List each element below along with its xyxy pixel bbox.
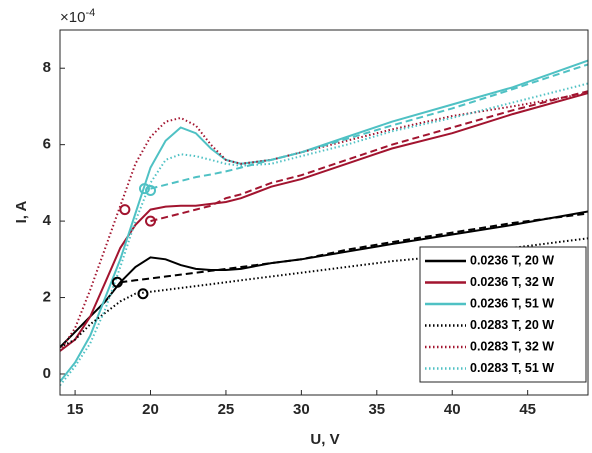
y-tick-label: 6: [43, 136, 51, 153]
plot-frame: [59, 29, 589, 396]
x-tick-label: 15: [67, 401, 84, 418]
y-tick-label: 8: [43, 59, 51, 76]
x-tick-label: 25: [218, 401, 235, 418]
y-tick-label: 4: [43, 212, 52, 229]
marker: [111, 276, 123, 288]
series-line: [60, 92, 588, 352]
legend-box: [419, 246, 587, 383]
legend-label: 0.0236 T, 51 W: [470, 296, 554, 310]
x-tick-label: 30: [293, 401, 310, 418]
series-line: [60, 59, 588, 383]
y-tick-label: 0: [43, 365, 51, 382]
y-axis-label: I, A: [13, 200, 30, 223]
y-multiplier-exponent: -4: [85, 7, 95, 19]
x-tick-label: 20: [142, 401, 159, 418]
series-line: [150, 90, 588, 223]
series-line: [120, 212, 588, 284]
marker: [145, 215, 157, 227]
marker: [137, 288, 149, 300]
series-line: [60, 82, 588, 387]
series-line: [60, 92, 588, 352]
y-multiplier-base: ×10: [60, 9, 85, 26]
legend-label: 0.0283 T, 20 W: [470, 318, 554, 332]
series-line: [60, 210, 588, 348]
x-axis-label: U, V: [310, 431, 339, 448]
legend-label: 0.0283 T, 51 W: [470, 361, 554, 375]
marker: [119, 204, 131, 216]
x-tick-label: 40: [444, 401, 461, 418]
marker: [138, 183, 150, 195]
legend-label: 0.0236 T, 20 W: [470, 253, 554, 267]
series-line: [150, 63, 588, 190]
x-tick-label: 45: [519, 401, 536, 418]
legend-label: 0.0236 T, 32 W: [470, 275, 554, 289]
x-tick-label: 35: [368, 401, 385, 418]
series-line: [60, 237, 588, 349]
marker: [145, 185, 157, 197]
legend-label: 0.0283 T, 32 W: [470, 339, 554, 353]
y-multiplier: ×10-4: [60, 7, 95, 26]
legend: 0.0236 T, 20 W 0.0236 T, 32 W 0.0236 T, 51…: [419, 246, 587, 383]
y-tick-label: 2: [43, 289, 51, 306]
